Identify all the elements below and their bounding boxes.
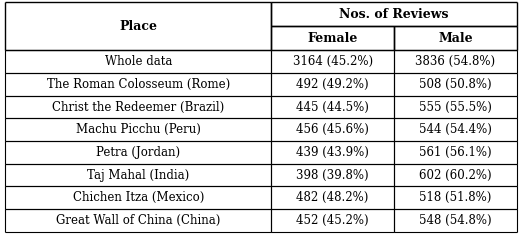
Bar xyxy=(394,118,517,141)
Bar xyxy=(5,2,271,50)
Text: 456 (45.6%): 456 (45.6%) xyxy=(296,123,369,136)
Bar xyxy=(394,50,517,73)
Text: 492 (49.2%): 492 (49.2%) xyxy=(296,78,369,91)
Bar xyxy=(394,164,517,186)
Text: Christ the Redeemer (Brazil): Christ the Redeemer (Brazil) xyxy=(52,101,224,113)
Text: 544 (54.4%): 544 (54.4%) xyxy=(419,123,492,136)
Bar xyxy=(394,26,517,50)
Bar xyxy=(394,73,517,96)
Text: 482 (48.2%): 482 (48.2%) xyxy=(296,191,369,204)
Text: 398 (39.8%): 398 (39.8%) xyxy=(296,168,369,182)
Text: Male: Male xyxy=(438,32,473,45)
Text: 508 (50.8%): 508 (50.8%) xyxy=(419,78,492,91)
Text: Chichen Itza (Mexico): Chichen Itza (Mexico) xyxy=(73,191,204,204)
Bar xyxy=(394,186,517,209)
Text: Whole data: Whole data xyxy=(104,55,172,68)
Bar xyxy=(5,96,271,118)
Bar xyxy=(5,141,271,164)
Bar xyxy=(271,50,394,73)
Text: 439 (43.9%): 439 (43.9%) xyxy=(296,146,369,159)
Text: 561 (56.1%): 561 (56.1%) xyxy=(419,146,492,159)
Bar xyxy=(394,209,517,232)
Bar xyxy=(271,164,394,186)
Bar xyxy=(5,50,271,73)
Bar xyxy=(271,96,394,118)
Bar xyxy=(394,96,517,118)
Text: Nos. of Reviews: Nos. of Reviews xyxy=(339,8,449,21)
Text: 3164 (45.2%): 3164 (45.2%) xyxy=(292,55,373,68)
Text: 3836 (54.8%): 3836 (54.8%) xyxy=(416,55,495,68)
Text: 445 (44.5%): 445 (44.5%) xyxy=(296,101,369,113)
Bar xyxy=(271,186,394,209)
Bar xyxy=(271,73,394,96)
Bar xyxy=(5,118,271,141)
Text: Great Wall of China (China): Great Wall of China (China) xyxy=(56,214,220,227)
Bar xyxy=(271,2,517,26)
Bar xyxy=(271,118,394,141)
Bar xyxy=(5,209,271,232)
Text: Female: Female xyxy=(307,32,358,45)
Text: The Roman Colosseum (Rome): The Roman Colosseum (Rome) xyxy=(46,78,230,91)
Bar xyxy=(5,73,271,96)
Text: 602 (60.2%): 602 (60.2%) xyxy=(419,168,492,182)
Text: 555 (55.5%): 555 (55.5%) xyxy=(419,101,492,113)
Bar xyxy=(5,186,271,209)
Bar xyxy=(271,141,394,164)
Text: Petra (Jordan): Petra (Jordan) xyxy=(96,146,180,159)
Text: Taj Mahal (India): Taj Mahal (India) xyxy=(87,168,189,182)
Text: 518 (51.8%): 518 (51.8%) xyxy=(419,191,492,204)
Bar xyxy=(271,209,394,232)
Bar xyxy=(5,164,271,186)
Text: 452 (45.2%): 452 (45.2%) xyxy=(296,214,369,227)
Text: Place: Place xyxy=(119,20,157,33)
Text: Machu Picchu (Peru): Machu Picchu (Peru) xyxy=(76,123,200,136)
Bar xyxy=(394,141,517,164)
Bar xyxy=(271,26,394,50)
Text: 548 (54.8%): 548 (54.8%) xyxy=(419,214,492,227)
